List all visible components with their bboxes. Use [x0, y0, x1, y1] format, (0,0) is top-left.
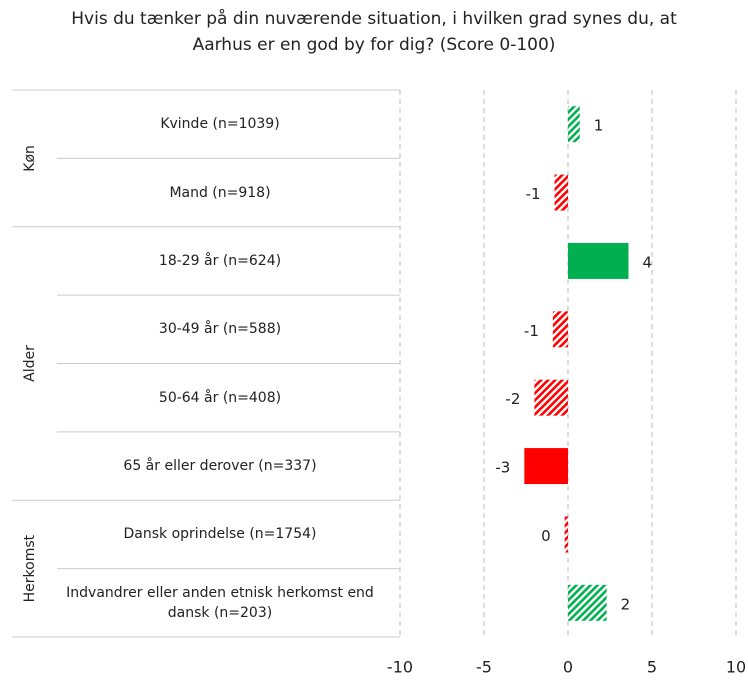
bar — [568, 106, 580, 143]
category-label: Kvinde (n=1039) — [160, 116, 280, 133]
bar — [534, 379, 568, 416]
bar — [552, 311, 568, 348]
x-tick-label: 10 — [726, 658, 746, 677]
x-tick-label: -5 — [476, 658, 492, 677]
bar — [554, 174, 568, 211]
value-label: -1 — [526, 185, 541, 203]
bar — [568, 242, 629, 279]
bar — [568, 584, 607, 621]
category-label: Dansk oprindelse (n=1754) — [123, 526, 317, 543]
category-label: Mand (n=918) — [169, 184, 271, 201]
category-label: 50-64 år (n=408) — [158, 389, 282, 406]
value-label: -1 — [524, 322, 539, 340]
category-label: Indvandrer eller anden etnisk herkomst e… — [66, 584, 374, 621]
category-label: 30-49 år (n=588) — [158, 321, 282, 338]
chart-title: Hvis du tænker på din nuværende situatio… — [71, 9, 677, 55]
category-label: 18-29 år (n=624) — [158, 252, 282, 269]
value-label: 1 — [594, 117, 604, 135]
value-label: 4 — [642, 253, 652, 271]
value-label: 2 — [621, 595, 631, 613]
group-label: Herkomst — [22, 534, 38, 602]
group-label: Køn — [22, 145, 38, 172]
value-label: -2 — [505, 390, 520, 408]
value-label: 0 — [541, 527, 551, 545]
category-label: 65 år eller derover (n=337) — [123, 458, 317, 475]
x-tick-label: -10 — [387, 658, 413, 677]
bar — [564, 516, 568, 553]
x-tick-label: 0 — [563, 658, 573, 677]
bar — [524, 448, 568, 485]
value-label: -3 — [495, 459, 510, 477]
x-tick-label: 5 — [647, 658, 657, 677]
group-label: Alder — [22, 345, 38, 382]
